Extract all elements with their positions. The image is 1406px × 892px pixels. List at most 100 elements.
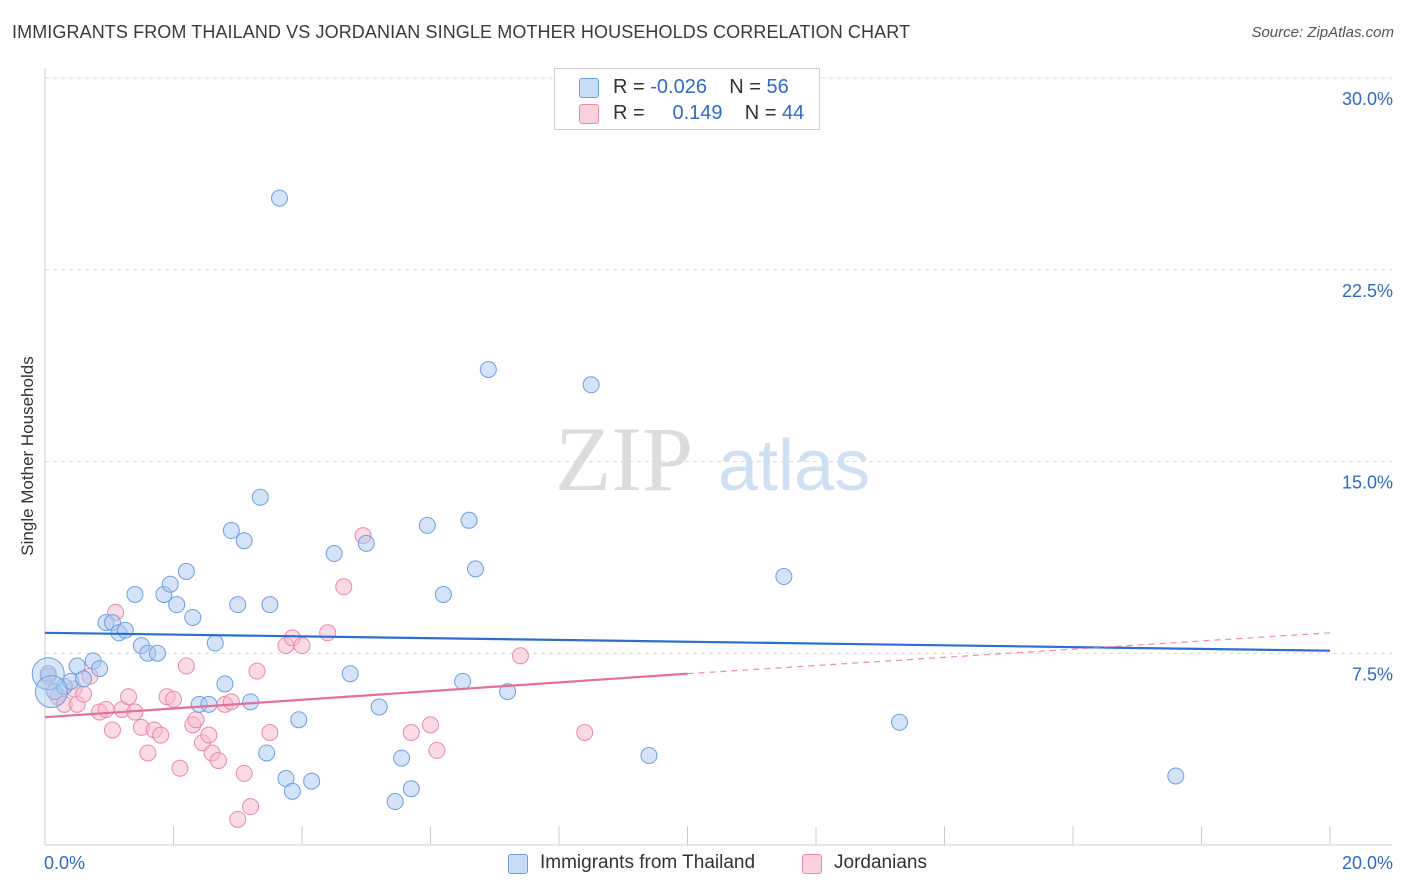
legend-n-value: 44 — [782, 102, 805, 124]
jordanians-point — [335, 578, 353, 596]
thailand-point-large — [34, 675, 68, 709]
thailand-point — [235, 532, 253, 550]
thailand-point — [891, 713, 909, 731]
thailand-point — [370, 698, 388, 716]
thailand-point — [222, 522, 240, 540]
y-tick-label: 30.0% — [1342, 89, 1393, 109]
thailand-point — [251, 488, 269, 506]
thailand-point — [1167, 767, 1185, 785]
jordanians-point — [200, 726, 218, 744]
thailand-point — [177, 562, 195, 580]
watermark-atlas: atlas — [718, 426, 870, 506]
thailand-point — [283, 782, 301, 800]
thailand-point-large — [31, 657, 65, 691]
jordanians-point — [235, 764, 253, 782]
jordanians-point — [209, 752, 227, 770]
thailand-point — [357, 534, 375, 552]
legend-r-label: R = — [613, 76, 645, 98]
thailand-point — [75, 670, 93, 688]
legend-swatch-thailand — [579, 78, 599, 98]
thailand-point — [271, 189, 289, 207]
thailand-point — [229, 596, 247, 614]
bottom-swatch-jordanians — [802, 854, 822, 874]
jordanians-point — [319, 624, 337, 642]
thailand-point — [418, 516, 436, 534]
bottom-swatch-thailand — [508, 854, 528, 874]
thailand-point — [303, 772, 321, 790]
thailand-point — [116, 621, 134, 639]
thailand-point — [258, 744, 276, 762]
thailand-point — [582, 376, 600, 394]
jordanians-point — [103, 721, 121, 739]
jordanians-point — [293, 637, 311, 655]
y-tick-label: 7.5% — [1352, 664, 1393, 684]
thailand-point — [460, 511, 478, 529]
jordanians-point — [97, 700, 115, 718]
stats-legend: R = -0.026 N = 56 R = 0.149 N = 44 — [554, 68, 820, 130]
thailand-point — [479, 360, 497, 378]
bottom-label-jordanians: Jordanians — [834, 852, 927, 873]
jordanians-trend-line — [44, 672, 688, 719]
jordanians-point — [576, 724, 594, 742]
y-tick-label: 15.0% — [1342, 473, 1393, 493]
watermark-zip: ZIP — [555, 408, 693, 510]
thailand-point — [341, 665, 359, 683]
legend-n-label: N = — [729, 76, 761, 98]
jordanians-point — [511, 647, 529, 665]
jordanians-trend-extension — [687, 632, 1331, 675]
legend-r-value: -0.026 — [650, 76, 707, 98]
jordanians-point — [75, 685, 93, 703]
jordanians-point — [402, 724, 420, 742]
thailand-point — [261, 596, 279, 614]
legend-text-thailand: R = -0.026 N = 56 — [613, 76, 789, 99]
thailand-point — [148, 644, 166, 662]
thailand-point — [402, 780, 420, 798]
thailand-point — [640, 747, 658, 765]
legend-text-jordanians: R = 0.149 N = 44 — [613, 102, 804, 125]
thailand-point — [386, 793, 404, 811]
jordanians-point — [222, 693, 240, 711]
thailand-point — [216, 675, 234, 693]
jordanians-point — [428, 741, 446, 759]
thailand-point — [206, 634, 224, 652]
jordanians-point — [422, 716, 439, 734]
legend-r-value: 0.149 — [672, 102, 723, 124]
jordanians-point — [165, 690, 182, 708]
thailand-point — [200, 695, 218, 713]
jordanians-point — [229, 810, 247, 828]
x-tick-label-min: 0.0% — [44, 853, 85, 873]
bottom-label-thailand: Immigrants from Thailand — [540, 852, 756, 873]
thailand-point — [775, 568, 793, 586]
x-tick-label-max: 20.0% — [1342, 853, 1393, 873]
thailand-point — [290, 711, 308, 729]
chart-title: IMMIGRANTS FROM THAILAND VS JORDANIAN SI… — [12, 22, 911, 42]
thailand-point — [168, 596, 186, 614]
thailand-point — [325, 545, 343, 563]
thailand-point — [91, 660, 109, 678]
jordanians-point — [177, 657, 195, 675]
thailand-trend-line — [44, 631, 1331, 652]
jordanians-point — [248, 662, 266, 680]
thailand-point — [499, 683, 517, 701]
thailand-point — [184, 608, 202, 626]
thailand-point — [393, 749, 411, 767]
thailand-point — [434, 585, 452, 603]
thailand-point — [454, 672, 472, 690]
jordanians-point — [120, 688, 138, 706]
jordanians-point — [152, 726, 170, 744]
thailand-point — [126, 585, 144, 603]
source-label: Source: ZipAtlas.com — [1251, 24, 1394, 41]
jordanians-point — [242, 798, 260, 816]
thailand-point — [466, 560, 484, 578]
jordanians-point — [139, 744, 157, 762]
legend-swatch-jordanians — [579, 104, 599, 124]
y-tick-label: 22.5% — [1342, 281, 1393, 301]
thailand-point — [161, 575, 179, 593]
jordanians-point — [261, 724, 279, 742]
legend-n-value: 56 — [766, 76, 789, 98]
legend-n-label: N = — [744, 102, 777, 124]
jordanians-point — [187, 711, 205, 729]
jordanians-point — [171, 759, 189, 777]
legend-r-label: R = — [613, 102, 645, 124]
